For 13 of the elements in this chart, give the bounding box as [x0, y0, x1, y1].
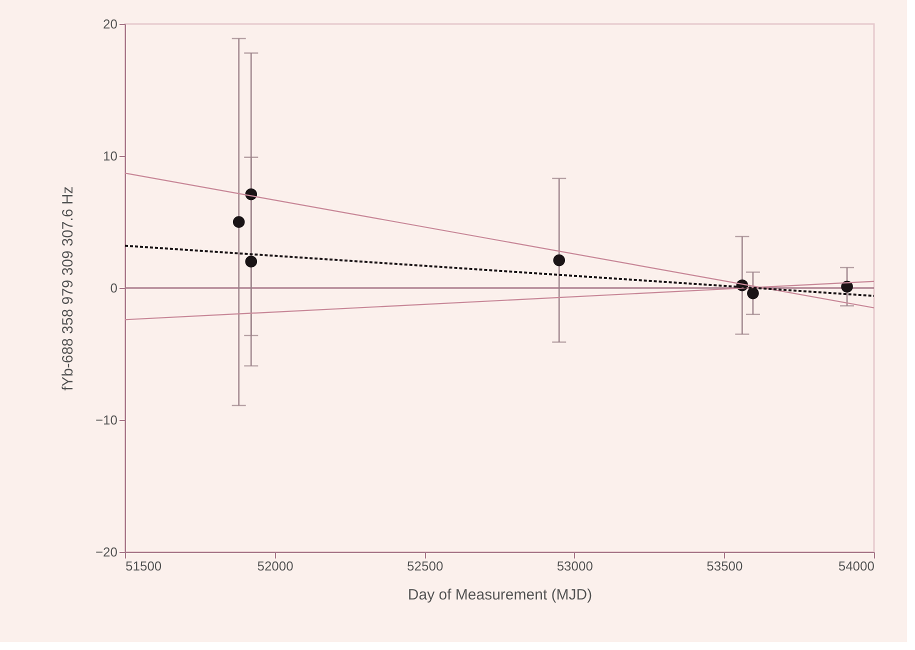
y-tick-label: 20 — [103, 16, 118, 32]
x-tick-label: 53000 — [556, 558, 593, 574]
x-tick-label: 52500 — [407, 558, 444, 574]
y-tick-label: 0 — [110, 280, 118, 296]
y-tick-label: 10 — [103, 148, 118, 164]
x-tick-label: 51500 — [126, 558, 162, 574]
x-tick-label: 52000 — [257, 558, 294, 574]
x-axis-title: Day of Measurement (MJD) — [408, 586, 592, 604]
x-tick-label: 54000 — [838, 558, 874, 574]
y-tick-label: −10 — [95, 412, 118, 428]
y-tick-label: −20 — [95, 544, 118, 560]
y-axis-title: fYb-688 358 979 309 307.6 Hz — [59, 186, 76, 391]
x-tick-label: 53500 — [706, 558, 743, 574]
